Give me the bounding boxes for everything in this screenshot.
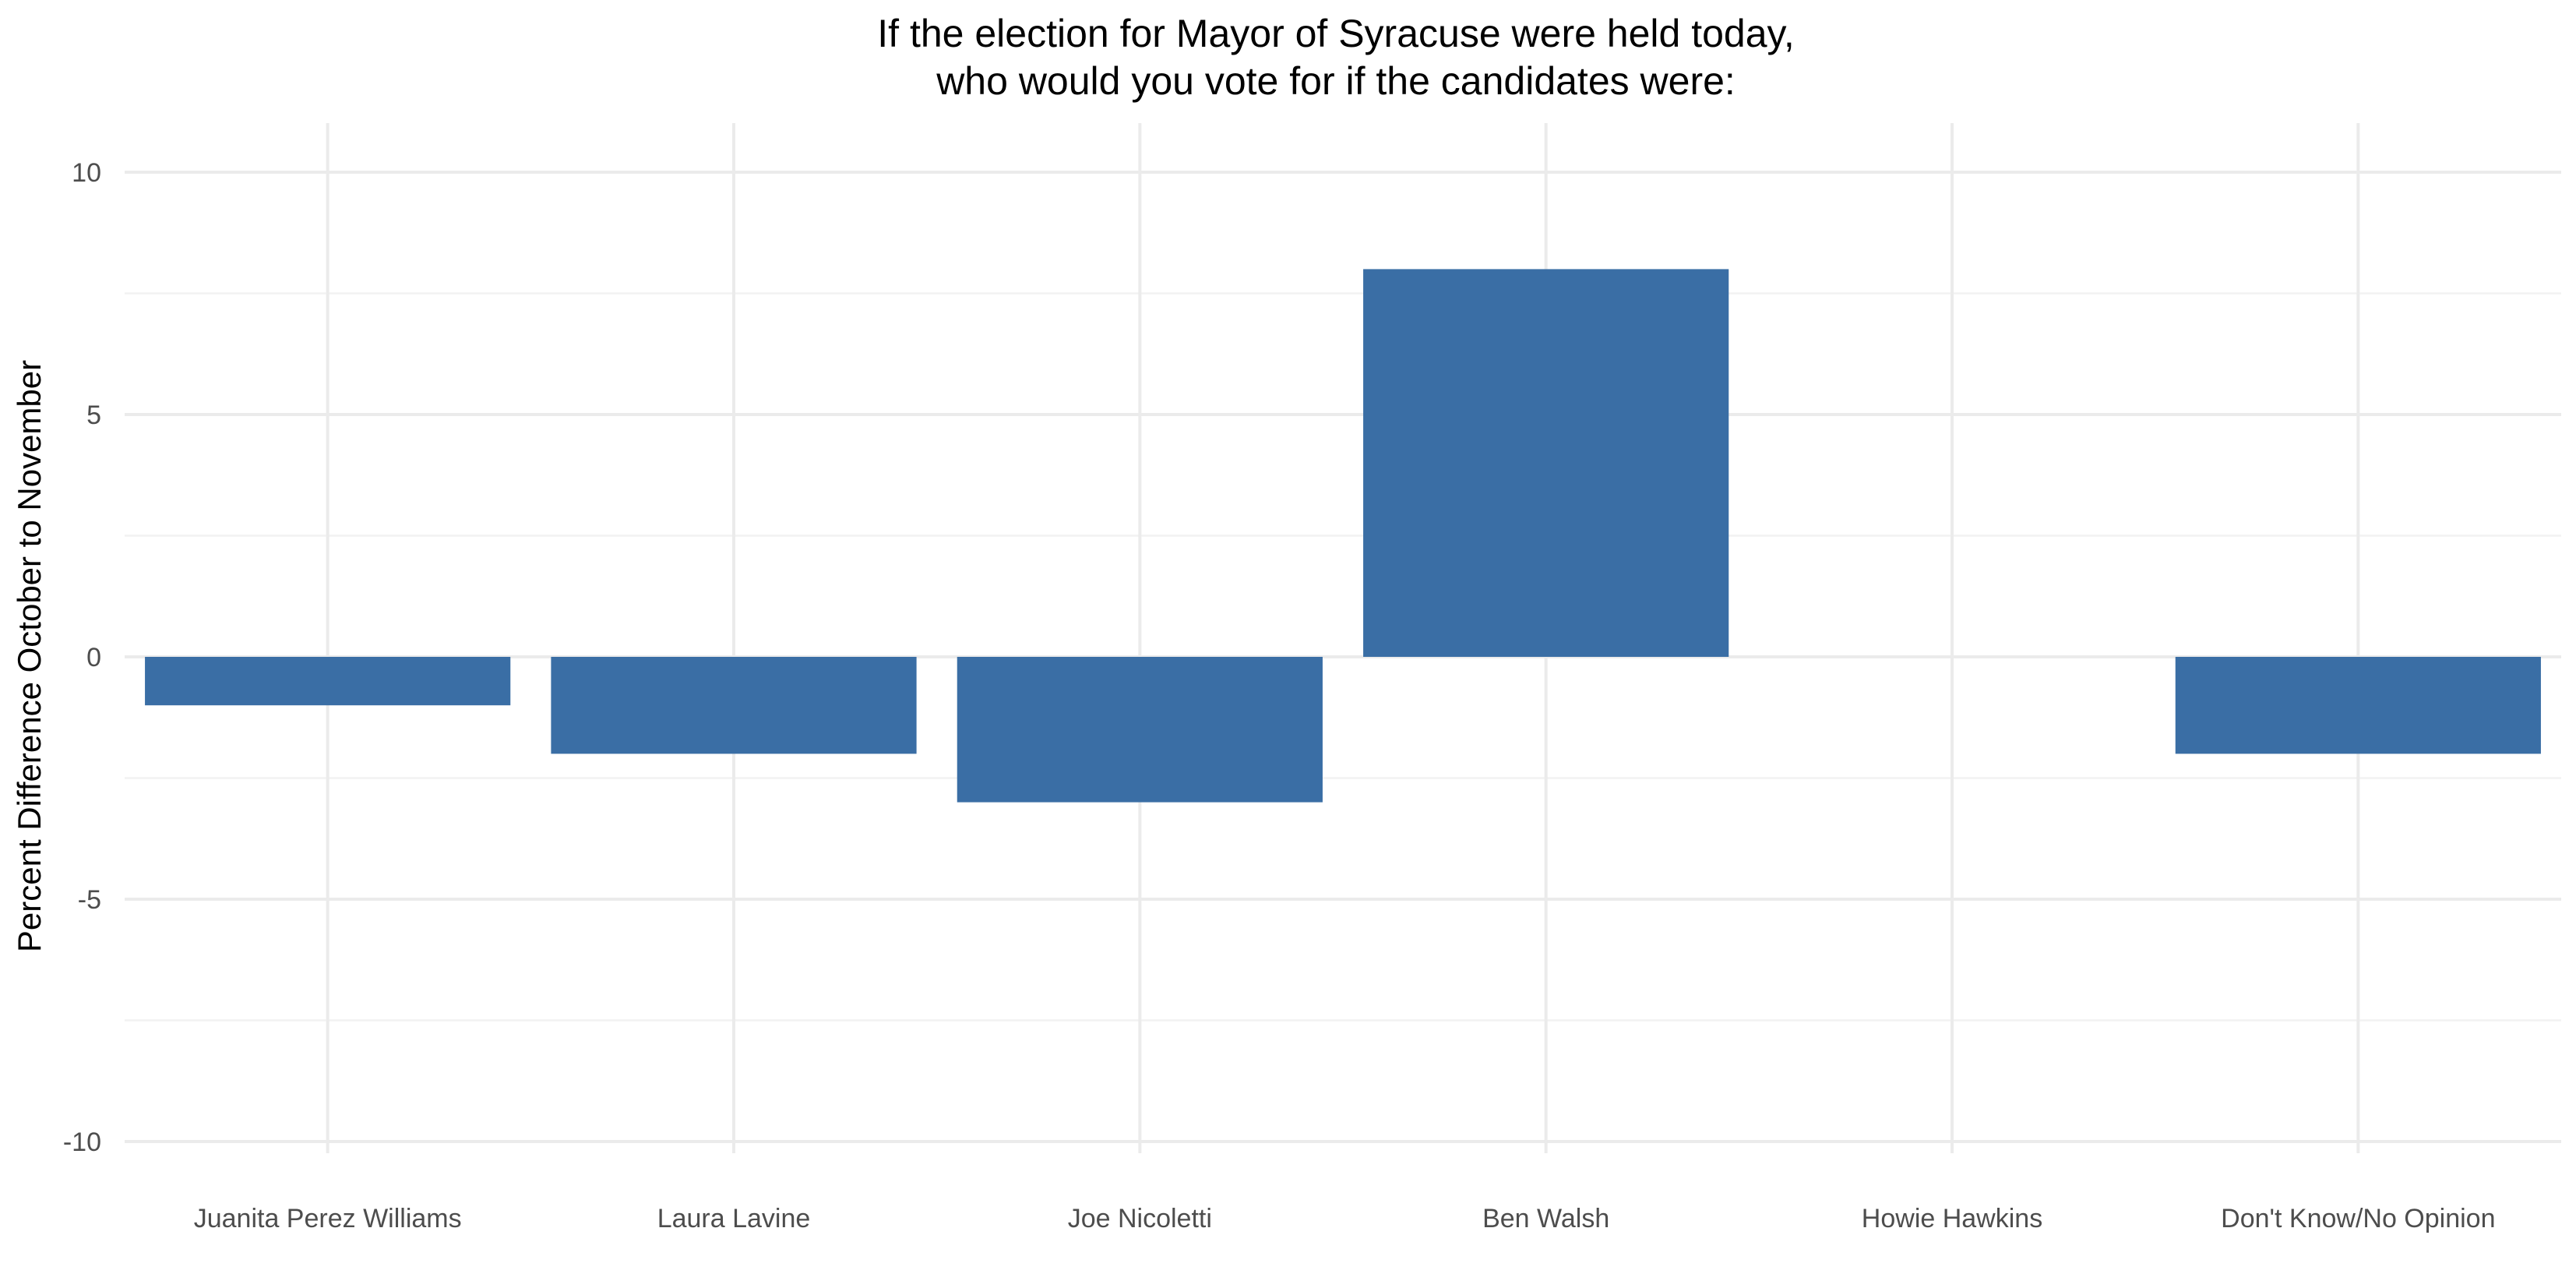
y-tick-label: -10 xyxy=(63,1127,101,1157)
bar xyxy=(957,657,1323,803)
bars xyxy=(145,269,2541,803)
bar xyxy=(2175,657,2541,754)
bar xyxy=(551,657,917,754)
x-tick-label: Howie Hawkins xyxy=(1862,1204,2042,1233)
x-tick-label: Laura Lavine xyxy=(657,1204,811,1233)
y-tick-label: -5 xyxy=(78,885,101,915)
y-tick-label: 10 xyxy=(72,158,101,188)
x-tick-label: Ben Walsh xyxy=(1482,1204,1609,1233)
chart-title-line-2: who would you vote for if the candidates… xyxy=(936,59,1736,103)
y-axis-ticks: -10 -5 0 5 10 xyxy=(63,158,101,1157)
x-axis-ticks: Juanita Perez Williams Laura Lavine Joe Ni… xyxy=(194,1204,2496,1233)
chart-title: If the election for Mayor of Syracuse we… xyxy=(877,12,1794,103)
x-tick-label: Juanita Perez Williams xyxy=(194,1204,462,1233)
x-tick-label: Don't Know/No Opinion xyxy=(2221,1204,2495,1233)
grid xyxy=(125,123,2561,1153)
y-tick-label: 5 xyxy=(86,401,101,430)
x-tick-label: Joe Nicoletti xyxy=(1068,1204,1212,1233)
bar xyxy=(145,657,511,706)
y-tick-label: 0 xyxy=(86,643,101,672)
bar xyxy=(1363,269,1729,657)
chart-title-line-1: If the election for Mayor of Syracuse we… xyxy=(877,12,1794,55)
y-axis-title: Percent Difference October to November xyxy=(11,360,48,952)
